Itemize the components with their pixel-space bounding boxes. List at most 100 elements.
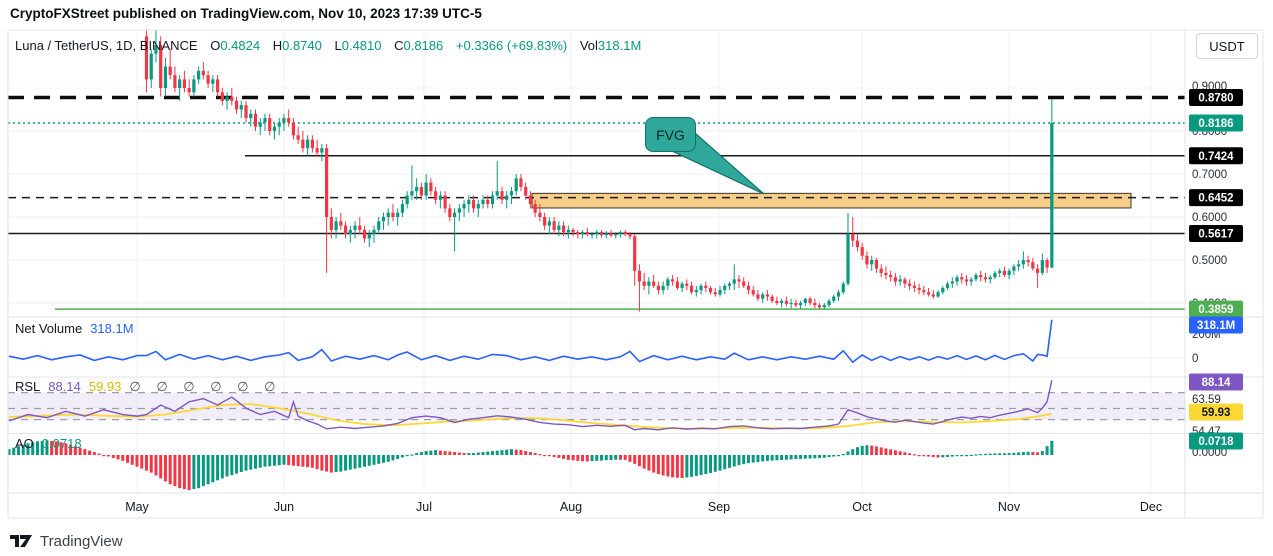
svg-text:59.93: 59.93 <box>1202 407 1231 419</box>
candle <box>495 161 499 200</box>
tradingview-watermark-label: TradingView <box>40 533 123 550</box>
candle <box>974 272 978 282</box>
candle <box>614 232 618 239</box>
candle <box>476 199 480 217</box>
candle <box>879 264 883 278</box>
time-axis[interactable]: May Jun Jul Aug Sep Oct Nov Dec <box>125 500 1162 514</box>
candle <box>855 234 860 252</box>
candle <box>325 143 329 273</box>
candle <box>443 191 447 213</box>
candlestick-series <box>144 30 1054 312</box>
candle <box>462 199 466 217</box>
candle <box>694 285 698 297</box>
candle <box>566 225 570 239</box>
candle <box>1017 260 1021 271</box>
rsi-legend: RSL 88.14 59.93 ∅ ∅ ∅ ∅ ∅ ∅ <box>15 379 281 395</box>
x-axis-label-Nov: Nov <box>998 500 1021 514</box>
fvg-callout-label: FVG <box>656 126 685 143</box>
candle <box>917 283 921 295</box>
candle <box>699 283 703 295</box>
candle <box>505 191 509 209</box>
candle <box>339 212 343 230</box>
candle <box>159 36 163 97</box>
candle <box>173 66 177 93</box>
candle <box>874 257 879 273</box>
candle <box>998 268 1002 278</box>
candle <box>576 229 580 239</box>
candle <box>272 122 277 140</box>
pane-separators <box>7 29 1264 519</box>
svg-text:0.7424: 0.7424 <box>1198 151 1234 163</box>
candle <box>675 277 679 291</box>
candle <box>770 294 774 303</box>
candle <box>969 277 973 286</box>
candle <box>737 275 741 288</box>
candle <box>822 303 826 310</box>
candle <box>908 279 912 291</box>
tradingview-watermark[interactable]: TradingView <box>10 533 123 550</box>
ao-label[interactable]: AO <box>15 436 34 451</box>
fvg-zone-box[interactable] <box>531 192 1132 209</box>
candle <box>486 195 490 209</box>
candle <box>922 285 926 296</box>
price-badge-0.3859: 0.3859 <box>1189 300 1243 318</box>
candle <box>543 212 547 230</box>
symbol-title[interactable]: Luna / TetherUS, 1D, BINANCE <box>15 38 198 53</box>
candle <box>552 217 556 235</box>
candle <box>562 221 566 237</box>
candle <box>386 208 390 226</box>
candle <box>244 100 248 123</box>
candle <box>846 212 850 286</box>
candle <box>419 182 423 200</box>
candle <box>926 287 931 297</box>
candle <box>1036 264 1040 288</box>
candle <box>661 281 665 295</box>
fvg-callout[interactable]: FVG <box>645 117 696 152</box>
svg-text:88.14: 88.14 <box>1202 377 1231 389</box>
candle <box>215 75 220 97</box>
candle <box>841 281 845 295</box>
candle <box>827 298 831 308</box>
candle <box>689 281 694 295</box>
candle <box>628 232 632 240</box>
candle <box>708 285 713 295</box>
price-axis-tick-0.7000: 0.7000 <box>1192 169 1227 181</box>
candle <box>396 208 400 226</box>
price-axis[interactable]: 0.90000.80000.70000.60000.50000.4000200M… <box>1189 81 1243 459</box>
candle <box>239 100 243 119</box>
candle <box>557 221 561 237</box>
candle <box>306 135 310 157</box>
candle <box>547 217 551 235</box>
volume-value: Vol318.1M <box>579 38 642 53</box>
price-badge-0.8186: 0.8186 <box>1189 114 1243 132</box>
candle <box>713 287 717 297</box>
svg-text:0.5617: 0.5617 <box>1198 228 1233 240</box>
candle <box>671 275 675 286</box>
candle <box>291 118 296 140</box>
candle <box>983 272 988 283</box>
candle <box>149 49 153 88</box>
candle <box>168 49 172 80</box>
currency-toggle-button[interactable]: USDT <box>1196 33 1258 59</box>
candle <box>704 281 708 293</box>
candle <box>471 195 476 213</box>
ao-value: 0.0718 <box>41 436 82 451</box>
candle <box>481 195 485 209</box>
net-volume-label[interactable]: Net Volume <box>15 321 83 336</box>
candle <box>144 30 149 93</box>
ohlc-open: O0.4824 <box>210 38 261 53</box>
candle <box>604 230 608 239</box>
candle <box>524 182 528 200</box>
candle <box>642 272 646 291</box>
rsi-label[interactable]: RSL <box>15 379 41 394</box>
candle <box>514 174 518 196</box>
candle <box>732 264 736 291</box>
candle <box>187 79 191 97</box>
candle <box>756 290 760 301</box>
candle <box>377 217 381 235</box>
price-axis-tick-0.6000: 0.6000 <box>1192 212 1227 224</box>
symbol-legend: Luna / TetherUS, 1D, BINANCE O0.4824 H0.… <box>15 38 641 53</box>
candle <box>633 234 637 286</box>
candle <box>263 113 267 131</box>
candle <box>680 281 684 293</box>
